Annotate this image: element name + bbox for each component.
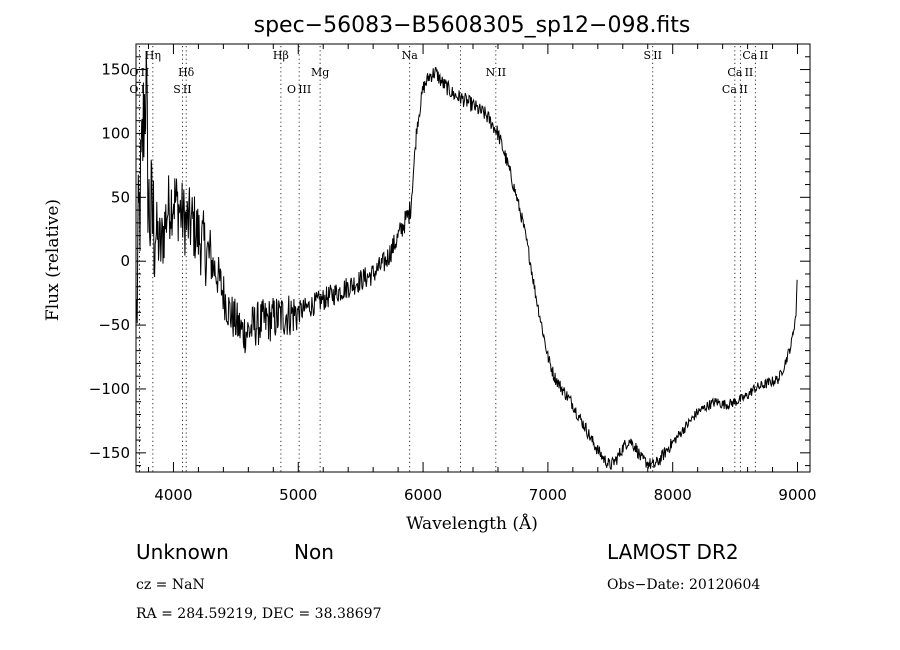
y-tick-label-5: 100 [101, 124, 130, 142]
spectrum-line [136, 51, 798, 470]
spectral-line-label-4: S II [173, 83, 191, 96]
y-tick-label-4: 50 [111, 188, 130, 206]
axis-ticks [136, 44, 810, 472]
spectral-line-label-5: Hβ [273, 49, 289, 62]
y-tick-label-6: 150 [101, 61, 130, 79]
object-class: Unknown [136, 540, 229, 564]
x-axis-label: Wavelength (Å) [406, 513, 538, 534]
x-tick-label-7000: 7000 [529, 486, 567, 504]
spectral-line-label-13: Ca II [722, 83, 748, 96]
y-axis-label: Flux (relative) [43, 199, 63, 321]
y-tick-label-2: −50 [98, 316, 130, 334]
y-tick-label-0: −150 [89, 444, 130, 462]
spectral-line-label-3: Hδ [178, 66, 195, 79]
spectral-line-label-11: Ca II [742, 49, 768, 62]
spectral-line-label-2: Hη [145, 49, 161, 62]
y-tick-labels: −150 −100 −50 0 50 100 150 [89, 61, 130, 462]
obs-date: Obs−Date: 20120604 [607, 577, 760, 593]
cz-value: cz = NaN [136, 577, 205, 593]
object-subclass: Non [294, 540, 334, 564]
spectral-line-label-10: S II [644, 49, 662, 62]
x-tick-labels: 4000 5000 6000 7000 8000 9000 [154, 486, 816, 504]
survey-label: LAMOST DR2 [607, 540, 739, 564]
x-tick-label-5000: 5000 [279, 486, 317, 504]
coordinates: RA = 284.59219, DEC = 38.38697 [136, 606, 381, 622]
spectral-line-label-1: O II [129, 83, 149, 96]
y-tick-label-3: 0 [120, 252, 130, 270]
x-tick-label-8000: 8000 [654, 486, 692, 504]
x-tick-label-6000: 6000 [404, 486, 442, 504]
spectral-line-label-8: Na [402, 49, 419, 62]
spectral-line-label-9: N II [486, 66, 507, 79]
spectral-line-label-7: Mg [311, 66, 329, 79]
spectral-line-label-12: Ca II [727, 66, 753, 79]
x-tick-label-9000: 9000 [778, 486, 816, 504]
chart-title: spec−56083−B5608305_sp12−098.fits [254, 13, 691, 38]
y-tick-label-1: −100 [89, 380, 130, 398]
x-tick-label-4000: 4000 [154, 486, 192, 504]
spectral-line-label-6: O III [287, 83, 311, 96]
